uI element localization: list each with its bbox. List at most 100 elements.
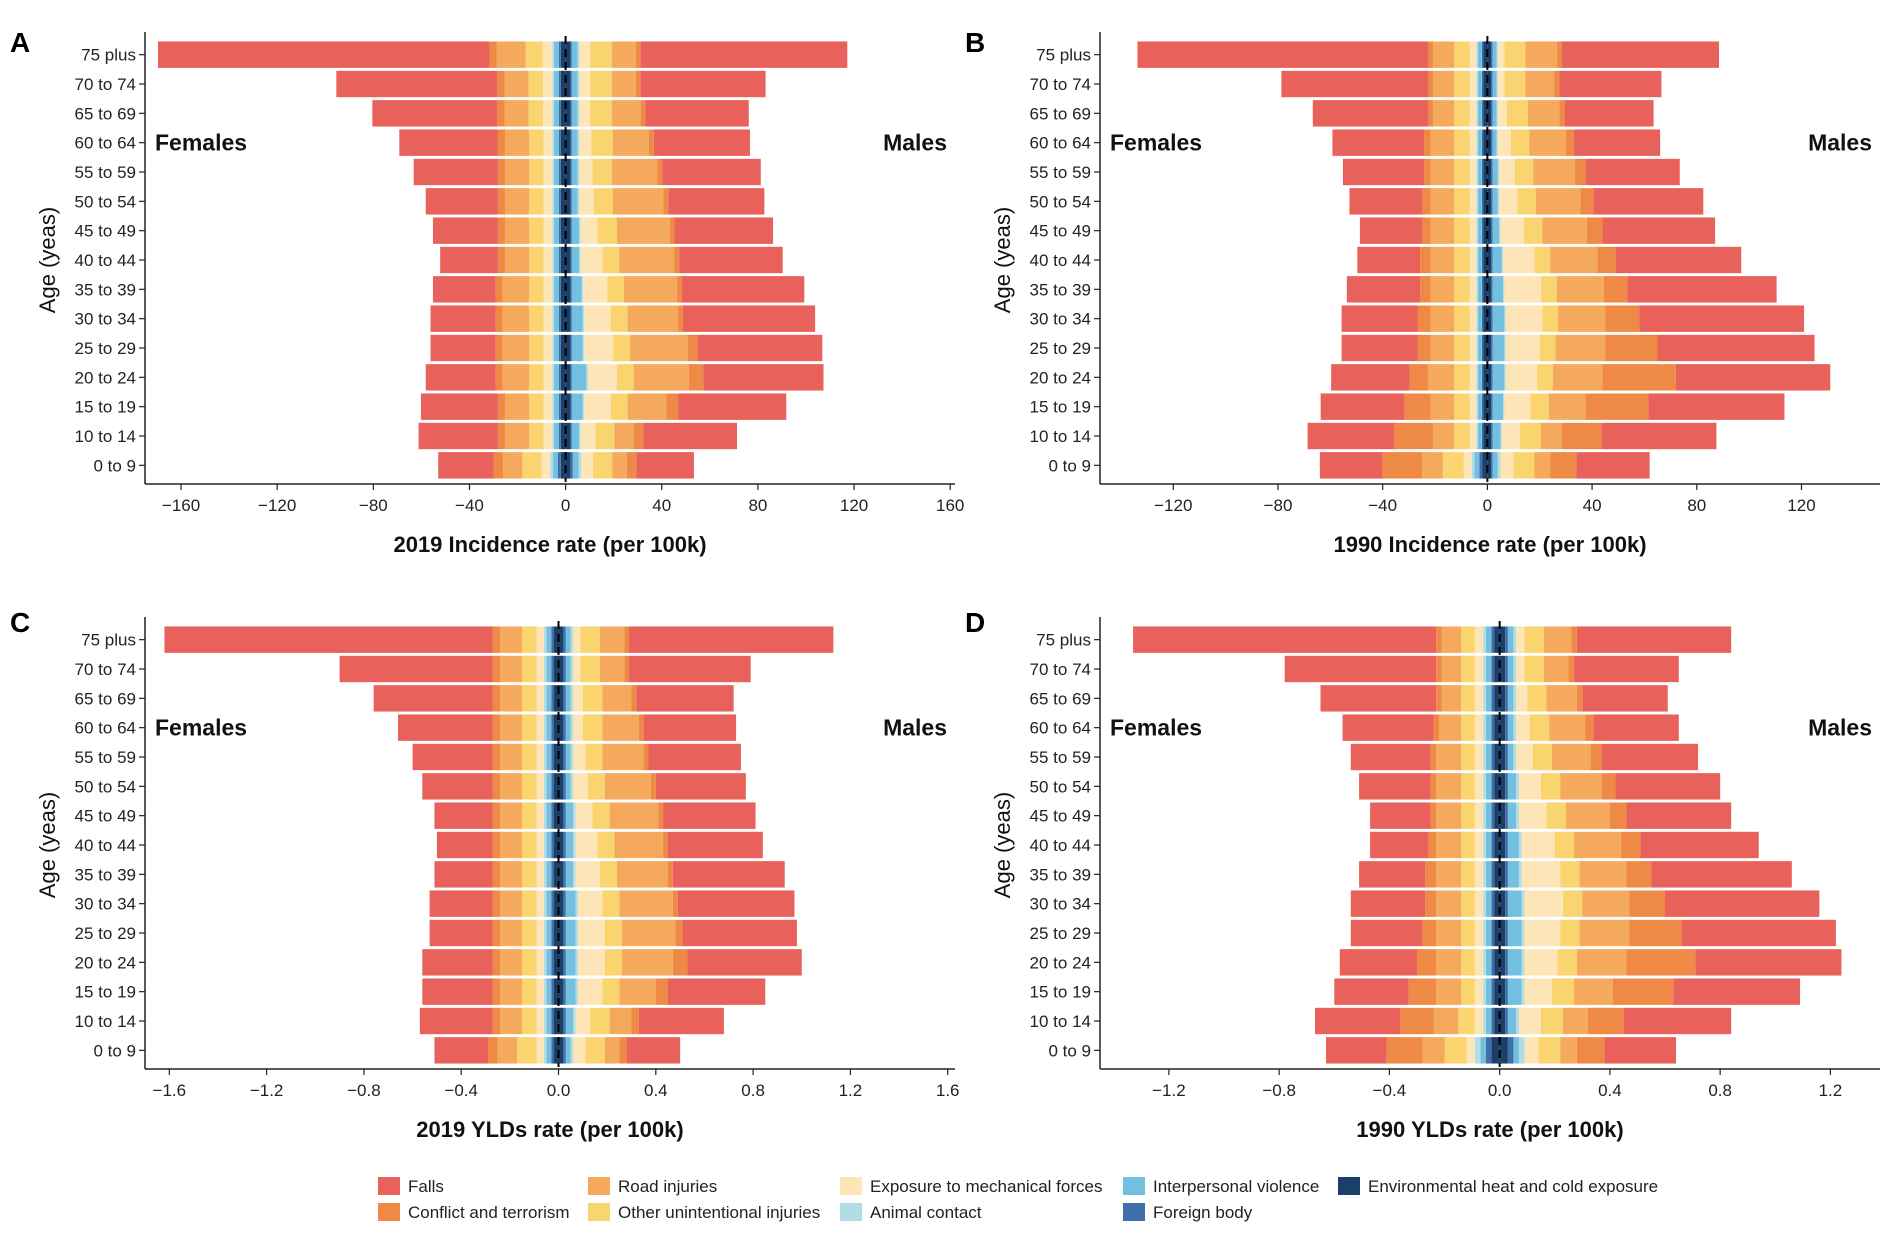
female-bar-segment xyxy=(157,41,490,68)
female-bar-segment xyxy=(546,861,552,888)
male-bar-segment xyxy=(565,158,571,186)
female-bar-segment xyxy=(529,246,544,274)
male-bar-segment xyxy=(1576,949,1627,976)
male-bar-segment xyxy=(558,978,564,1005)
male-bar-segment xyxy=(599,626,625,653)
male-bar-segment xyxy=(565,452,571,479)
female-bar-segment xyxy=(1341,305,1418,332)
female-bar-segment xyxy=(1424,129,1431,156)
female-bar-segment xyxy=(522,714,537,741)
male-bar-segment xyxy=(1497,452,1501,479)
male-bar-segment xyxy=(1532,743,1553,771)
female-bar-segment xyxy=(542,41,553,68)
male-bar-segment xyxy=(565,334,571,362)
male-bar-segment xyxy=(565,861,574,888)
y-tick-label: 65 to 69 xyxy=(75,104,136,123)
female-bar-segment xyxy=(1422,188,1431,215)
bar-row xyxy=(422,773,746,800)
female-bar-segment xyxy=(1479,452,1483,479)
bar-row xyxy=(1342,158,1680,186)
female-bar-segment xyxy=(1422,1037,1445,1064)
male-bar-segment xyxy=(1497,100,1508,127)
female-bar-segment xyxy=(492,802,501,829)
female-bar-segment xyxy=(560,305,566,332)
male-bar-segment xyxy=(649,129,654,156)
y-tick-label: 70 to 74 xyxy=(1030,660,1091,679)
female-bar-segment xyxy=(1491,626,1495,653)
x-tick-label: 0.0 xyxy=(547,1081,571,1100)
male-bar-segment xyxy=(1626,949,1696,976)
y-tick-label: 20 to 24 xyxy=(1030,953,1091,972)
male-bar-segment xyxy=(1507,1037,1514,1064)
male-bar-segment xyxy=(1587,1007,1624,1035)
male-bar-segment xyxy=(667,861,673,888)
female-bar-segment xyxy=(1483,305,1488,332)
female-bar-segment xyxy=(1469,276,1477,303)
male-bar-segment xyxy=(580,626,600,653)
female-bar-segment xyxy=(492,626,501,653)
male-bar-segment xyxy=(678,305,683,332)
male-bar-segment xyxy=(612,129,650,156)
female-bar-segment xyxy=(560,217,566,244)
female-bar-segment xyxy=(1476,422,1478,450)
female-bar-segment xyxy=(1477,129,1482,156)
male-bar-segment xyxy=(570,334,572,362)
male-bar-segment xyxy=(579,70,591,98)
y-tick-label: 70 to 74 xyxy=(75,75,136,94)
female-bar-segment xyxy=(487,1037,498,1064)
male-bar-segment xyxy=(604,949,622,976)
x-tick-label: −1.6 xyxy=(153,1081,187,1100)
female-bar-segment xyxy=(558,217,561,244)
female-bar-segment xyxy=(1441,626,1462,653)
male-bar-segment xyxy=(575,861,600,888)
bar-row xyxy=(1133,626,1732,653)
male-bar-segment xyxy=(1496,41,1498,68)
female-bar-segment xyxy=(543,276,553,303)
legend-item: Animal contact xyxy=(840,1203,982,1222)
male-bar-segment xyxy=(624,276,677,303)
female-bar-segment xyxy=(1483,949,1486,976)
male-bar-segment xyxy=(650,773,656,800)
female-bar-segment xyxy=(1494,773,1500,800)
x-tick-label: 40 xyxy=(652,496,671,515)
male-bar-segment xyxy=(1504,70,1526,98)
x-tick-label: −1.2 xyxy=(250,1081,284,1100)
female-bar-segment xyxy=(1469,188,1477,215)
female-bar-segment xyxy=(1436,773,1462,800)
male-bar-segment xyxy=(565,626,571,653)
female-bar-segment xyxy=(1454,305,1470,332)
male-bar-segment xyxy=(1487,70,1492,98)
female-bar-segment xyxy=(1494,831,1500,859)
male-bar-segment xyxy=(1507,802,1517,829)
male-bar-segment xyxy=(580,422,596,450)
female-bar-segment xyxy=(558,129,561,156)
female-bar-segment xyxy=(1436,743,1462,771)
male-bar-segment xyxy=(1492,364,1505,391)
female-bar-segment xyxy=(529,422,544,450)
male-bar-segment xyxy=(1639,305,1805,332)
male-bar-segment xyxy=(580,246,603,274)
female-bar-segment xyxy=(1349,188,1423,215)
female-bar-segment xyxy=(493,452,504,479)
male-bar-segment xyxy=(682,305,816,332)
male-bar-segment xyxy=(1550,246,1598,274)
female-bar-segment xyxy=(1481,129,1484,156)
male-bar-segment xyxy=(1513,626,1517,653)
female-bar-segment xyxy=(1480,1037,1486,1064)
males-label: Males xyxy=(1808,130,1872,156)
female-bar-segment xyxy=(1436,685,1442,712)
male-bar-segment xyxy=(1563,1007,1588,1035)
male-bar-segment xyxy=(563,685,566,712)
female-bar-segment xyxy=(1427,41,1434,68)
male-bar-segment xyxy=(648,743,741,771)
male-bar-segment xyxy=(1513,452,1535,479)
female-bar-segment xyxy=(560,364,566,391)
y-tick-label: 55 to 59 xyxy=(75,748,136,767)
male-bar-segment xyxy=(1564,100,1654,127)
bar-row xyxy=(429,890,795,917)
female-bar-segment xyxy=(1307,422,1394,450)
male-bar-segment xyxy=(1675,364,1831,391)
bar-row xyxy=(422,978,766,1005)
female-bar-segment xyxy=(1483,188,1488,215)
male-bar-segment xyxy=(612,452,627,479)
